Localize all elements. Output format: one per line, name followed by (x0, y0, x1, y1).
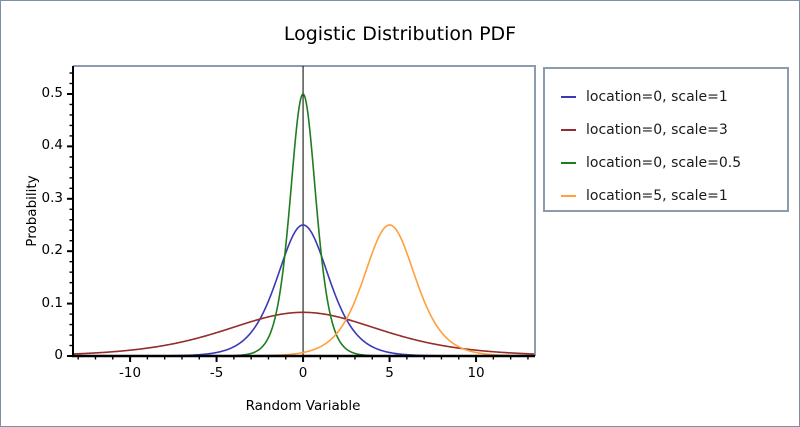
y-tick-label: 0.1 (41, 294, 63, 311)
legend-label: location=5, scale=1 (586, 188, 728, 204)
x-tick-label: -5 (209, 365, 224, 381)
curve-series-1 (73, 311, 534, 355)
legend-swatch-series-2 (561, 162, 576, 164)
x-tick-label: 10 (467, 365, 485, 381)
x-tick-label: -10 (119, 365, 142, 381)
legend-item: location=0, scale=1 (561, 89, 787, 108)
legend-label: location=0, scale=3 (586, 122, 728, 138)
legend-swatch-series-3 (561, 195, 576, 197)
y-tick-label: 0 (54, 347, 63, 363)
legend-label: location=0, scale=0.5 (586, 155, 742, 171)
legend-item: location=0, scale=0.5 (561, 155, 787, 174)
y-tick-label: 0.5 (41, 84, 63, 101)
y-tick-label: 0.2 (41, 242, 63, 259)
x-axis-label: Random Variable (245, 398, 361, 414)
legend-item: location=0, scale=3 (561, 122, 787, 141)
y-tick-label: 0.4 (41, 137, 63, 154)
legend-swatch-series-0 (561, 96, 576, 98)
y-axis-label: Probability (24, 175, 40, 247)
legend-swatch-series-1 (561, 129, 576, 131)
curve-series-3 (73, 224, 534, 356)
legend-item: location=5, scale=1 (561, 188, 787, 207)
y-tick-label: 0.3 (41, 189, 63, 206)
legend: location=0, scale=1 location=0, scale=3 … (543, 67, 789, 212)
chart-title: Logistic Distribution PDF (283, 23, 517, 45)
curve-series-2 (73, 93, 534, 356)
legend-label: location=0, scale=1 (586, 89, 728, 105)
x-tick-label: 0 (298, 365, 308, 381)
x-tick-label: 5 (385, 365, 394, 381)
